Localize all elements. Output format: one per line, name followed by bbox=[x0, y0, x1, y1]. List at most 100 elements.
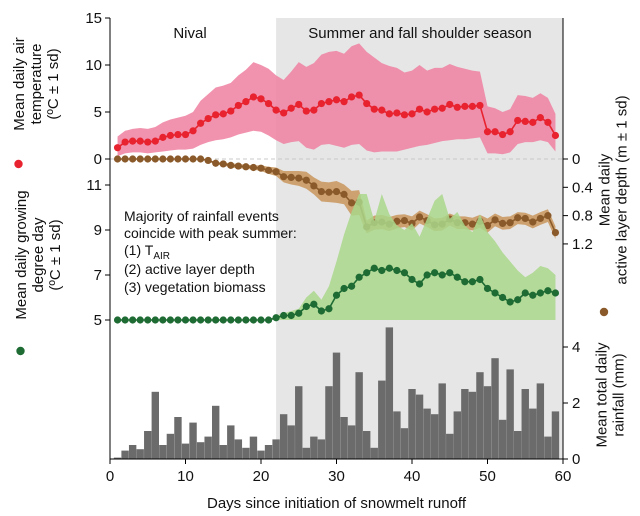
air_temperature-point bbox=[340, 98, 348, 106]
air_temperature-point bbox=[204, 114, 212, 123]
rainfall-bar bbox=[370, 447, 378, 459]
air_temperature-point bbox=[174, 130, 182, 139]
rainfall-bar bbox=[204, 436, 212, 459]
rainfall-bar bbox=[491, 358, 499, 459]
active_layer_depth-point bbox=[212, 159, 220, 167]
air_temperature-point bbox=[408, 110, 416, 118]
active_layer_depth-point bbox=[400, 216, 409, 225]
x-tick-label: 10 bbox=[177, 468, 194, 485]
growing_degree_day-point bbox=[340, 284, 348, 293]
active_layer_depth-point bbox=[340, 190, 348, 198]
air_temperature-point bbox=[144, 138, 152, 146]
rainfall-bar bbox=[234, 439, 243, 459]
air_temperature-point bbox=[302, 107, 310, 115]
rainfall-bar bbox=[310, 436, 318, 459]
rainfall-bar bbox=[227, 425, 235, 459]
rainfall-tick-label: 0 bbox=[572, 451, 580, 468]
rainfall-bar bbox=[113, 457, 122, 459]
active_layer_depth-point bbox=[234, 162, 242, 170]
growing_degree_day-point bbox=[325, 305, 333, 313]
air_temperature-point bbox=[544, 118, 552, 126]
air-temperature-axis-label-line: (ºC ± 1 sd) bbox=[45, 48, 62, 119]
air_temperature-tick-label: 5 bbox=[94, 104, 102, 121]
active_layer_depth-point bbox=[536, 214, 544, 223]
rainfall-bar bbox=[317, 439, 326, 459]
rainfall-bar bbox=[529, 408, 537, 459]
active_layer_depth-point bbox=[280, 173, 288, 181]
growing_degree_day-point bbox=[363, 269, 371, 277]
growing_degree_day-point bbox=[257, 316, 265, 324]
rainfall-bar bbox=[166, 433, 175, 459]
active_layer_depth-point bbox=[551, 229, 560, 237]
rainfall-axis-label-line: Mean total daily bbox=[594, 342, 611, 448]
growing_degree_day-point bbox=[234, 316, 242, 324]
growing-degree-day-axis-label-marker bbox=[16, 346, 25, 356]
growing_degree_day-point bbox=[431, 269, 439, 277]
air-temperature-axis-label: Mean daily air temperature (ºC ± 1 sd) bbox=[11, 37, 62, 169]
active_layer_depth-point bbox=[521, 214, 529, 223]
rainfall-bar bbox=[423, 408, 431, 459]
rainfall-bar bbox=[340, 417, 348, 459]
rainfall-bar bbox=[393, 411, 401, 459]
rainfall-bar bbox=[181, 443, 190, 459]
active_layer_depth-point bbox=[204, 156, 212, 165]
active_layer_depth-point bbox=[325, 188, 333, 196]
air_temperature-point bbox=[113, 144, 122, 152]
active_layer_depth-point bbox=[310, 182, 318, 190]
active_layer_depth-point bbox=[166, 155, 174, 163]
growing_degree_day-point bbox=[310, 300, 318, 308]
active_layer_depth-point bbox=[189, 155, 197, 163]
air_temperature-point bbox=[227, 107, 235, 115]
air_temperature-point bbox=[242, 98, 250, 106]
rainfall-bar bbox=[408, 389, 416, 459]
growing_degree_day-point bbox=[385, 264, 393, 272]
growing_degree_day-point bbox=[166, 316, 174, 324]
growing_degree_day-point bbox=[499, 293, 507, 302]
growing_degree_day-point bbox=[393, 266, 401, 275]
rainfall-bar bbox=[521, 389, 529, 459]
rainfall-bar bbox=[219, 445, 227, 459]
active_layer_depth-point bbox=[159, 155, 167, 163]
growing_degree_day-tick-label: 5 bbox=[94, 312, 102, 329]
air_temperature-point bbox=[468, 102, 476, 110]
rainfall-bar bbox=[415, 394, 424, 459]
chart-marks bbox=[110, 43, 563, 459]
rainfall-bar bbox=[347, 425, 356, 459]
note-item-1: (1) TAIR bbox=[124, 242, 170, 262]
growing_degree_day-point bbox=[483, 284, 492, 293]
air_temperature-point bbox=[514, 116, 522, 125]
rainfall-bar bbox=[378, 380, 386, 459]
rainfall-bar bbox=[453, 411, 461, 459]
air_temperature-point bbox=[378, 106, 386, 114]
growing_degree_day-point bbox=[551, 289, 560, 297]
air-temperature-axis-label-line: temperature bbox=[28, 44, 45, 125]
air_temperature-point bbox=[159, 133, 167, 141]
rainfall-bar bbox=[325, 386, 333, 459]
rainfall-bar bbox=[476, 372, 484, 459]
active-layer-depth-axis-label-line: active layer depth (m ± 1 sd) bbox=[614, 95, 631, 284]
growing_degree_day-point bbox=[332, 291, 341, 299]
note-item-1-subscript: AIR bbox=[153, 251, 170, 262]
active_layer_depth-point bbox=[181, 155, 190, 163]
growing_degree_day-point bbox=[378, 266, 386, 275]
growing_degree_day-point bbox=[461, 278, 469, 286]
note-line-2: coincide with peak summer: bbox=[124, 225, 297, 241]
air_temperature-point bbox=[181, 130, 190, 139]
note-line-1: Majority of rainfall events bbox=[124, 208, 279, 224]
growing-degree-day-axis-label-line: (ºC ± 1 sd) bbox=[47, 219, 64, 290]
air_temperature-point bbox=[415, 105, 424, 113]
air_temperature-point bbox=[136, 137, 144, 145]
rainfall-bar bbox=[257, 450, 265, 459]
active-layer-depth-axis-label-marker bbox=[599, 307, 609, 317]
rainfall-bar bbox=[249, 436, 258, 459]
growing_degree_day-point bbox=[506, 298, 514, 306]
air_temperature-point bbox=[393, 109, 401, 117]
growing_degree_day-point bbox=[159, 316, 167, 324]
growing_degree_day-point bbox=[189, 316, 197, 324]
rainfall-bar bbox=[385, 327, 394, 459]
rainfall-bar bbox=[514, 431, 522, 459]
growing_degree_day-point bbox=[446, 269, 454, 277]
air_temperature-point bbox=[521, 117, 529, 125]
active_layer_depth-point bbox=[415, 213, 424, 221]
air_temperature-point bbox=[529, 118, 537, 126]
